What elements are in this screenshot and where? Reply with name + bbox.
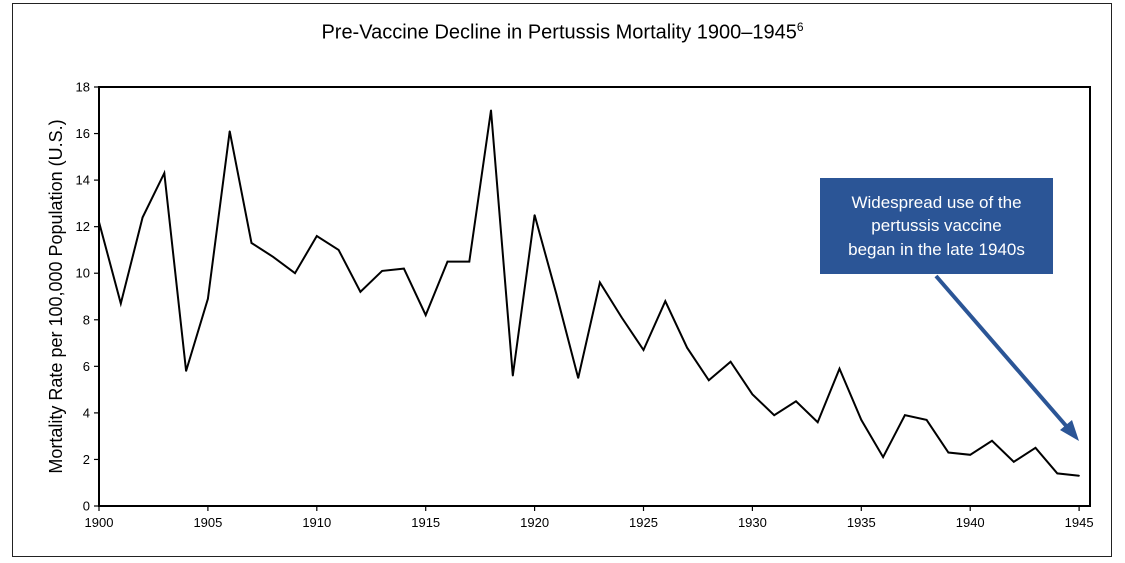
data-point (1056, 472, 1059, 475)
y-tick-label: 18 (76, 80, 90, 95)
data-point (446, 260, 449, 263)
series-line (98, 110, 1080, 477)
data-point (424, 314, 427, 316)
data-point (490, 109, 492, 112)
data-point (620, 316, 623, 319)
data-point (882, 456, 884, 458)
data-point (141, 216, 144, 219)
y-tick-label: 12 (76, 219, 90, 234)
x-tick-label: 1930 (738, 515, 767, 530)
data-point (403, 267, 405, 270)
y-tick-label: 8 (83, 312, 90, 327)
data-point (1034, 447, 1037, 449)
y-tick-label: 10 (76, 266, 90, 281)
data-point (947, 451, 950, 454)
y-tick-label: 0 (83, 499, 90, 514)
data-point (664, 300, 667, 302)
x-tick-label: 1910 (302, 515, 331, 530)
annotation-arrow-head (1060, 420, 1079, 441)
data-point (294, 272, 296, 275)
data-point (599, 281, 601, 284)
x-tick-label: 1935 (847, 515, 876, 530)
data-point (1012, 460, 1015, 463)
data-point (751, 393, 754, 396)
x-tick-label: 1945 (1065, 515, 1094, 530)
y-tick-label: 4 (83, 405, 90, 420)
annotation-box: Widespread use of the pertussis vaccine … (820, 178, 1053, 274)
data-point (512, 374, 514, 377)
chart-title-superscript: 6 (796, 20, 804, 34)
data-point (185, 370, 187, 372)
y-tick-label: 2 (83, 452, 90, 467)
data-point (860, 419, 863, 421)
data-point (904, 414, 906, 417)
data-point (686, 346, 688, 349)
chart-title-text: Pre-Vaccine Decline in Pertussis Mortali… (321, 21, 797, 44)
data-point (98, 221, 100, 223)
data-point (795, 400, 797, 403)
data-point (533, 214, 536, 216)
x-tick-label: 1905 (193, 515, 222, 530)
annotation-arrow-shaft (934, 274, 1070, 430)
annotation-line-2: pertussis vaccine (871, 216, 1002, 236)
x-tick-label: 1915 (411, 515, 440, 530)
data-point (337, 249, 340, 251)
data-point (468, 260, 471, 263)
x-tick-label: 1925 (629, 515, 658, 530)
data-point (250, 242, 253, 244)
data-point (816, 421, 819, 424)
y-axis-label: Mortality Rate per 100,000 Population (U… (46, 119, 66, 473)
chart-frame (12, 3, 1112, 557)
annotation-line-3: began in the late 1940s (848, 239, 1025, 259)
chart-title: Pre-Vaccine Decline in Pertussis Mortali… (0, 20, 1125, 45)
data-point (163, 172, 166, 174)
y-tick-label: 14 (76, 173, 90, 188)
y-tick-label: 6 (83, 359, 90, 374)
x-tick-label: 1900 (85, 515, 114, 530)
data-point (228, 130, 231, 133)
data-point (969, 453, 972, 456)
data-point (207, 298, 209, 300)
data-point (1078, 474, 1080, 477)
data-point (838, 367, 841, 370)
data-point (925, 419, 928, 421)
x-tick-label: 1940 (956, 515, 985, 530)
data-point (359, 291, 362, 293)
plot-area-border (98, 86, 1091, 507)
data-point (642, 349, 645, 351)
annotation-line-1: Widespread use of the (851, 192, 1022, 212)
data-point (708, 379, 710, 382)
data-point (729, 360, 732, 363)
data-point (991, 440, 993, 442)
data-point (381, 270, 383, 272)
data-point (316, 235, 318, 237)
data-point (272, 256, 275, 258)
data-point (773, 414, 775, 417)
data-point (119, 302, 122, 305)
data-point (577, 377, 579, 379)
y-tick-label: 16 (76, 126, 90, 141)
x-tick-label: 1920 (520, 515, 549, 530)
data-point (555, 293, 558, 295)
